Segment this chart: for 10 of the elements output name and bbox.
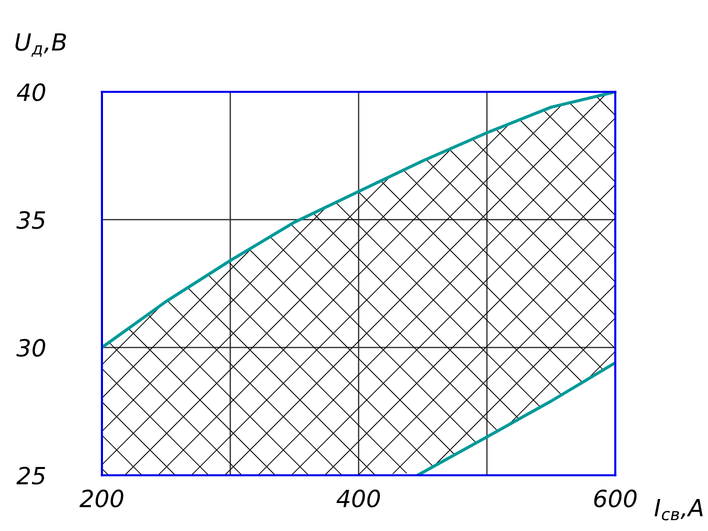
y-tick-label: 35 — [16, 211, 46, 229]
y-axis-title: U$_{д}$,B — [16, 33, 66, 57]
x-tick-label: 200 — [80, 490, 124, 508]
y-tick-label: 25 — [16, 466, 46, 485]
line-series — [416, 361, 616, 476]
x-tick-label: 400 — [336, 490, 380, 508]
x-axis-title: I$_{св}$,A — [654, 499, 703, 520]
y-tick-label: 40 — [16, 83, 46, 102]
x-tick-label: 600 — [594, 490, 637, 508]
y-tick-label: 30 — [16, 338, 46, 357]
